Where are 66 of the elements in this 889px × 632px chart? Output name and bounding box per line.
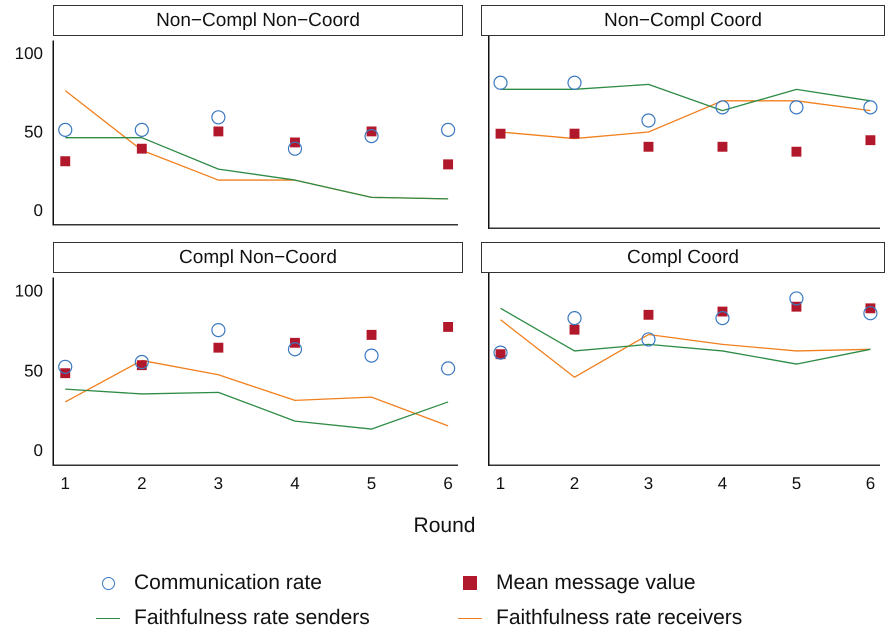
point bbox=[493, 345, 508, 360]
chart-title: Compl Coord bbox=[481, 242, 885, 273]
x-tick-label: 5 bbox=[792, 474, 802, 493]
point bbox=[134, 354, 149, 370]
point bbox=[567, 311, 582, 326]
y-tick-label: 0 bbox=[34, 201, 43, 220]
point bbox=[791, 146, 802, 157]
point bbox=[364, 348, 379, 363]
point bbox=[364, 129, 379, 144]
x-tick-label: 2 bbox=[570, 474, 580, 493]
chart-title: Non−Compl Coord bbox=[481, 5, 885, 36]
point bbox=[641, 332, 656, 347]
x-tick-label: 1 bbox=[60, 474, 70, 493]
legend-label: Communication rate bbox=[134, 571, 322, 595]
point bbox=[211, 322, 226, 338]
point bbox=[443, 322, 454, 332]
point bbox=[441, 361, 456, 376]
x-tick-label: 3 bbox=[644, 474, 654, 493]
x-tick-label: 3 bbox=[214, 474, 224, 493]
y-tick-label: 50 bbox=[24, 361, 43, 380]
point bbox=[570, 128, 580, 139]
point bbox=[58, 122, 72, 137]
y-tick-label: 100 bbox=[14, 44, 43, 64]
point bbox=[288, 142, 302, 156]
chart-title: Compl Non−Coord bbox=[53, 242, 463, 273]
x-tick-label: 6 bbox=[866, 474, 876, 493]
point bbox=[136, 144, 147, 154]
x-tick-label: 5 bbox=[366, 474, 376, 493]
point bbox=[644, 142, 654, 152]
x-tick-label: 2 bbox=[137, 474, 147, 493]
legend-label: Faithfulness rate receivers bbox=[496, 606, 742, 630]
point bbox=[863, 306, 878, 320]
y-tick-label: 0 bbox=[34, 441, 43, 460]
point bbox=[567, 76, 582, 90]
legend-label: Mean message value bbox=[496, 571, 696, 595]
point bbox=[211, 110, 226, 124]
point bbox=[718, 142, 728, 152]
legend-label: Faithfulness rate senders bbox=[134, 606, 370, 630]
point bbox=[641, 113, 656, 128]
point bbox=[496, 128, 506, 139]
x-axis-title: Round bbox=[412, 514, 476, 538]
point bbox=[570, 324, 580, 335]
x-tick-label: 4 bbox=[290, 474, 300, 493]
point bbox=[789, 100, 804, 114]
point bbox=[644, 310, 654, 320]
y-tick-label: 50 bbox=[24, 122, 43, 142]
point bbox=[443, 159, 454, 170]
chart-title: Non−Compl Non−Coord bbox=[53, 5, 463, 36]
x-tick-label: 1 bbox=[496, 474, 506, 493]
point bbox=[715, 100, 730, 114]
point bbox=[789, 291, 804, 306]
point bbox=[493, 76, 508, 90]
y-tick-label: 100 bbox=[14, 281, 43, 300]
point bbox=[288, 342, 302, 356]
point bbox=[213, 342, 224, 353]
point bbox=[366, 330, 376, 340]
x-tick-label: 4 bbox=[718, 474, 728, 493]
point bbox=[60, 156, 70, 166]
point bbox=[58, 360, 72, 374]
point bbox=[865, 135, 876, 146]
point bbox=[715, 311, 730, 326]
point bbox=[213, 126, 224, 136]
x-tick-label: 6 bbox=[443, 474, 453, 493]
point bbox=[863, 100, 878, 114]
point bbox=[441, 122, 456, 137]
point bbox=[134, 122, 149, 137]
